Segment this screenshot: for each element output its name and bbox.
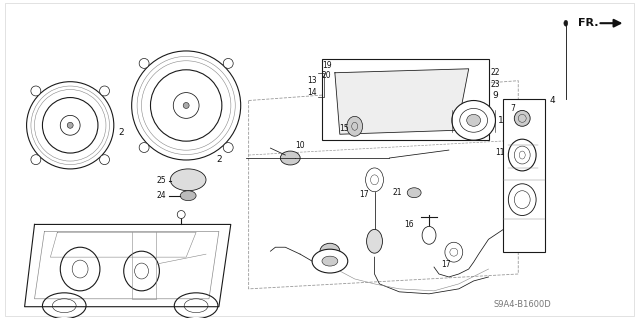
Text: 4: 4: [550, 96, 556, 105]
Ellipse shape: [422, 226, 436, 244]
Text: S9A4-B1600D: S9A4-B1600D: [493, 300, 551, 309]
Ellipse shape: [460, 108, 488, 132]
Ellipse shape: [312, 249, 348, 273]
Text: 11: 11: [495, 148, 505, 157]
Polygon shape: [335, 69, 468, 134]
Ellipse shape: [139, 58, 149, 68]
Bar: [322, 59, 488, 140]
Text: 2: 2: [216, 155, 221, 165]
Ellipse shape: [467, 115, 481, 126]
Text: 23: 23: [490, 80, 500, 89]
Text: 7: 7: [510, 104, 515, 113]
Ellipse shape: [170, 169, 206, 191]
Text: 22: 22: [490, 68, 500, 77]
Text: 14: 14: [307, 88, 317, 97]
Ellipse shape: [452, 100, 495, 140]
Ellipse shape: [139, 143, 149, 152]
Ellipse shape: [508, 184, 536, 216]
Text: FR.: FR.: [578, 18, 598, 28]
Text: 20: 20: [322, 71, 332, 80]
Ellipse shape: [100, 155, 109, 165]
Text: 16: 16: [404, 220, 414, 229]
Ellipse shape: [180, 191, 196, 201]
Polygon shape: [24, 225, 231, 307]
Ellipse shape: [31, 155, 41, 165]
Text: 17: 17: [441, 260, 451, 269]
Bar: [504, 99, 545, 252]
Ellipse shape: [223, 58, 233, 68]
Text: 21: 21: [392, 188, 402, 197]
Ellipse shape: [177, 211, 185, 219]
Text: 19: 19: [322, 61, 332, 70]
Text: 1: 1: [499, 116, 504, 125]
Ellipse shape: [67, 122, 73, 128]
Ellipse shape: [515, 110, 530, 126]
Ellipse shape: [223, 143, 233, 152]
Ellipse shape: [564, 20, 568, 26]
Text: 25: 25: [156, 176, 166, 185]
Text: 2: 2: [119, 128, 124, 137]
Ellipse shape: [320, 243, 340, 259]
Ellipse shape: [367, 229, 383, 253]
Text: 17: 17: [360, 190, 369, 199]
Ellipse shape: [508, 139, 536, 171]
Text: 13: 13: [307, 76, 317, 85]
Ellipse shape: [280, 151, 300, 165]
Ellipse shape: [100, 86, 109, 96]
Ellipse shape: [183, 102, 189, 108]
Ellipse shape: [407, 188, 421, 198]
Text: 15: 15: [339, 124, 348, 133]
Ellipse shape: [31, 86, 41, 96]
Text: 10: 10: [295, 141, 305, 150]
Text: 24: 24: [156, 191, 166, 200]
Ellipse shape: [347, 116, 363, 136]
Text: 9: 9: [493, 91, 498, 100]
Ellipse shape: [322, 256, 338, 266]
